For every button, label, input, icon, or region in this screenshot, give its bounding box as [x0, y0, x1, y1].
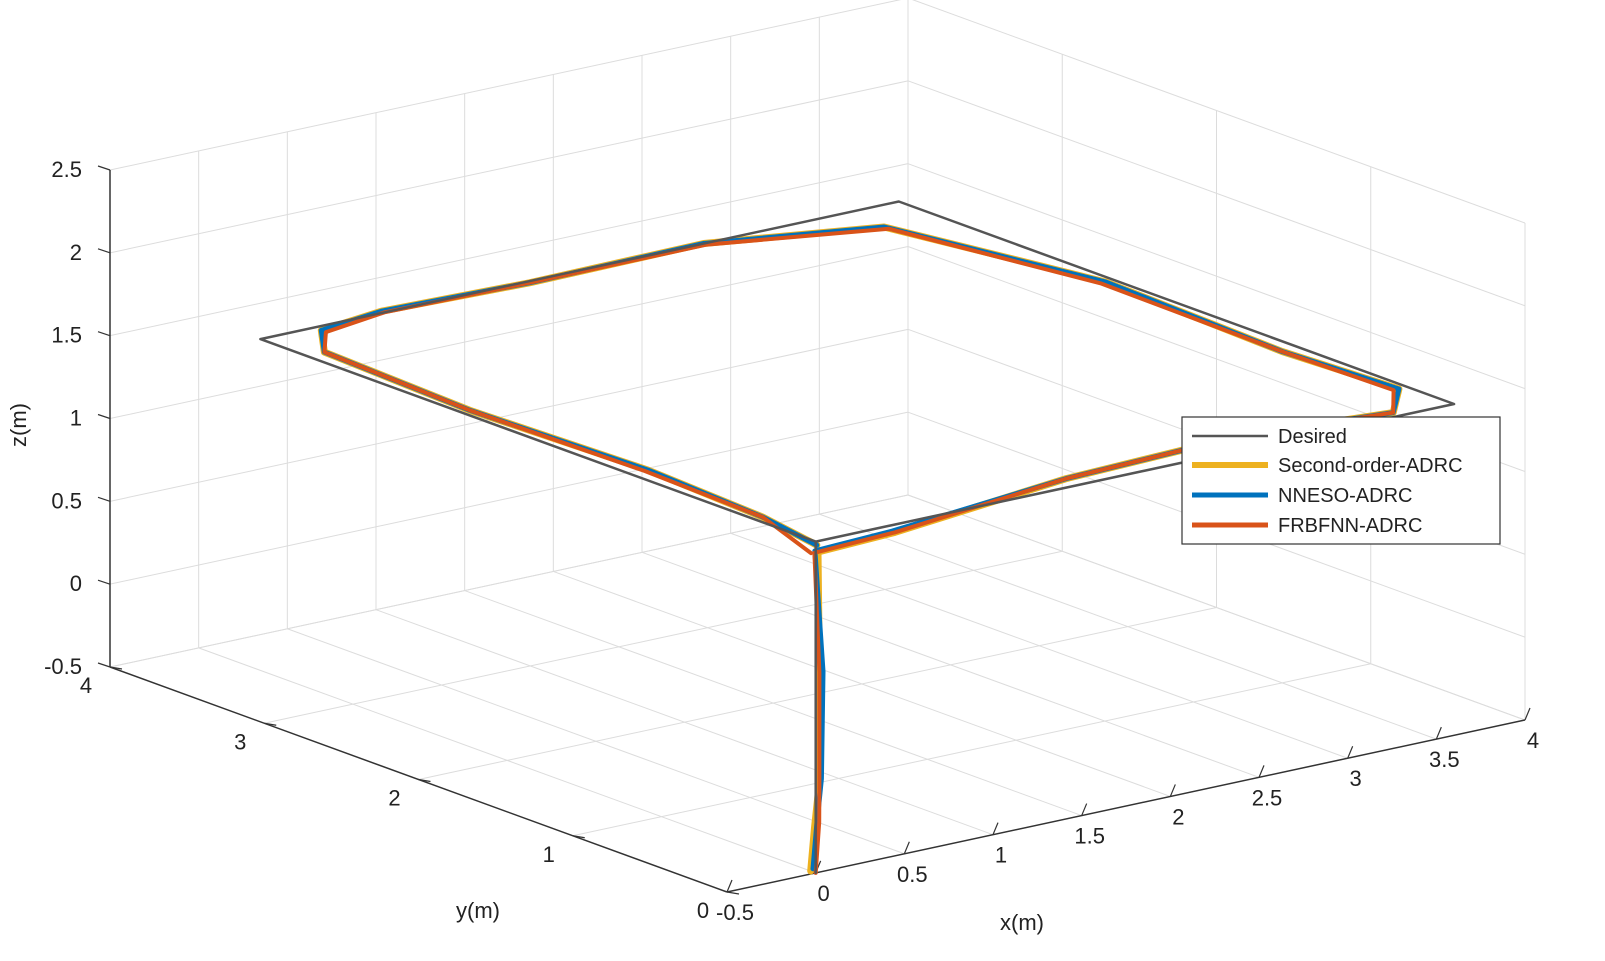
- z-tick-mark: [97, 165, 111, 171]
- grid-wall-y-horizontal: [109, 80, 909, 254]
- y-tick-mark: [418, 778, 431, 783]
- legend-label-desired: Desired: [1278, 426, 1347, 448]
- x-tick-label: 1: [995, 843, 1007, 868]
- x-tick-label: 0: [818, 881, 830, 906]
- y-tick-mark: [726, 891, 740, 895]
- z-tick-mark: [97, 579, 111, 585]
- grid-wall-x-horizontal: [912, 0, 1526, 224]
- x-tick-mark: [726, 879, 733, 893]
- z-tick-label: 0: [70, 571, 82, 596]
- y-tick-label: 3: [234, 729, 246, 754]
- y-tick-label: 0: [697, 898, 709, 923]
- z-tick-mark: [97, 662, 111, 668]
- z-tick-label: 1.5: [51, 323, 82, 348]
- grid-floor-y: [264, 550, 1063, 724]
- x-axis-label: x(m): [1000, 910, 1044, 935]
- x-tick-label: 4: [1527, 728, 1539, 753]
- z-tick-mark: [97, 248, 111, 254]
- grid-wall-y-horizontal: [109, 328, 909, 502]
- axis-layer: [97, 165, 1531, 895]
- x-tick-label: -0.5: [716, 900, 754, 925]
- x-tick-mark: [903, 841, 910, 855]
- z-tick-label: 2.5: [51, 157, 82, 182]
- x-tick-label: 2: [1172, 804, 1184, 829]
- x-tick-label: 1.5: [1074, 824, 1105, 849]
- grid-wall-y-horizontal: [109, 163, 909, 337]
- z-axis-label: z(m): [6, 403, 31, 447]
- z-tick-mark: [97, 496, 111, 502]
- x-tick-mark: [992, 822, 999, 835]
- z-tick-label: 2: [70, 240, 82, 265]
- series-layer: [259, 200, 1456, 875]
- x-tick-mark: [1435, 726, 1442, 740]
- y-tick-label: 2: [388, 786, 400, 811]
- x-tick-mark: [1524, 707, 1531, 721]
- grid-wall-x-horizontal: [907, 163, 1526, 390]
- x-tick-label: 3.5: [1429, 747, 1460, 772]
- grid-wall-y-horizontal: [109, 0, 902, 171]
- y-axis-label: y(m): [456, 898, 500, 923]
- legend-label-second-order-adrc: Second-order-ADRC: [1278, 455, 1463, 477]
- z-tick-mark: [97, 413, 111, 420]
- grid-wall-y-horizontal: [109, 246, 909, 419]
- z-tick-label: 0.5: [51, 488, 82, 513]
- z-tick-label: 1: [70, 406, 82, 431]
- series-line-frbfnn-adrc: [322, 226, 1396, 875]
- y-tick-mark: [264, 722, 277, 726]
- y-tick-label: 4: [80, 673, 92, 698]
- y-tick-mark: [109, 666, 123, 670]
- tick-labels: -0.500.511.522.533.5401234-0.500.511.522…: [44, 157, 1539, 925]
- legend-label-nneso-adrc: NNESO-ADRC: [1278, 485, 1412, 507]
- x-axis-line: [726, 719, 1526, 893]
- y-tick-mark: [572, 835, 585, 839]
- x-tick-mark: [1081, 803, 1088, 816]
- grid-wall-y-horizontal: [109, 494, 909, 668]
- series-line-nneso-adrc: [318, 224, 1402, 872]
- x-tick-label: 0.5: [897, 862, 928, 887]
- grid-floor-y: [572, 663, 1371, 837]
- grid-wall-y-horizontal: [109, 411, 909, 585]
- x-tick-mark: [1258, 765, 1265, 778]
- z-tick-mark: [97, 331, 111, 337]
- z-tick-label: -0.5: [44, 654, 82, 679]
- x-tick-label: 2.5: [1252, 785, 1283, 810]
- series-line-desired: [259, 200, 1456, 875]
- x-tick-mark: [1347, 745, 1354, 759]
- grid-wall-x-horizontal: [907, 80, 1526, 307]
- legend-label-frbfnn-adrc: FRBFNN-ADRC: [1278, 515, 1422, 537]
- x-tick-label: 3: [1350, 766, 1362, 791]
- legend: Desired Second-order-ADRC NNESO-ADRC FRB…: [1181, 416, 1501, 545]
- y-tick-label: 1: [543, 842, 555, 867]
- grid-wall-x-horizontal: [907, 494, 1526, 721]
- x-tick-mark: [1169, 784, 1176, 797]
